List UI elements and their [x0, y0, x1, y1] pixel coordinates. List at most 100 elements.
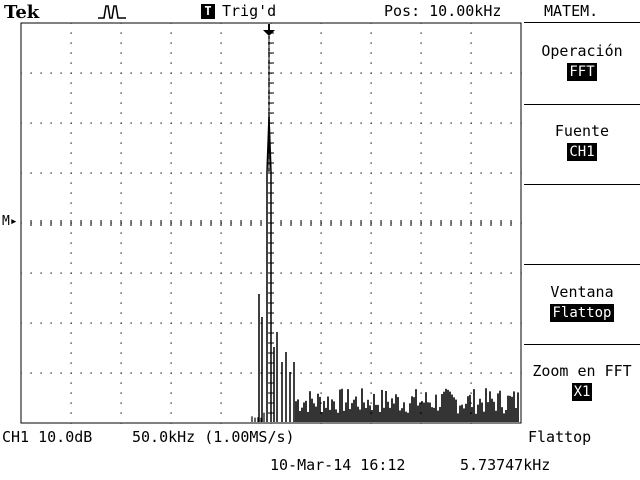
grid-dot — [120, 252, 122, 254]
grid-dot — [480, 322, 482, 324]
grid-dot — [350, 172, 352, 174]
grid-dot — [220, 212, 222, 214]
grid-dot — [120, 202, 122, 204]
grid-dot — [470, 332, 472, 334]
grid-dot — [70, 412, 72, 414]
grid-dot — [70, 242, 72, 244]
grid-dot — [80, 172, 82, 174]
grid-dot — [240, 322, 242, 324]
grid-dot — [420, 82, 422, 84]
grid-dot — [500, 372, 502, 374]
grid-dot — [70, 172, 72, 174]
grid-dot — [170, 202, 172, 204]
menu-item-fuente[interactable]: Fuente CH1 — [524, 122, 640, 161]
grid-dot — [70, 302, 72, 304]
grid-dot — [170, 372, 172, 374]
acquisition-pulse-icon — [98, 5, 126, 19]
horizontal-position: Pos: 10.00kHz — [384, 2, 502, 20]
grid-dot — [250, 122, 252, 124]
grid-dot — [30, 272, 32, 274]
grid-dot — [60, 322, 62, 324]
grid-dot — [340, 372, 342, 374]
grid-dot — [220, 422, 222, 424]
grid-dot — [100, 372, 102, 374]
grid-dot — [370, 102, 372, 104]
grid-dot — [470, 422, 472, 424]
grid-dot — [120, 302, 122, 304]
grid-dot — [280, 72, 282, 74]
grid-dot — [420, 122, 422, 124]
grid-dot — [310, 172, 312, 174]
grid-dot — [170, 92, 172, 94]
grid-dot — [170, 322, 172, 324]
grid-dot — [370, 242, 372, 244]
grid-dot — [120, 412, 122, 414]
grid-dot — [170, 402, 172, 404]
grid-dot — [300, 172, 302, 174]
grid-dot — [70, 292, 72, 294]
grid-dot — [370, 352, 372, 354]
grid-dot — [170, 172, 172, 174]
grid-dot — [120, 422, 122, 424]
grid-dot — [170, 412, 172, 414]
grid-dot — [300, 272, 302, 274]
grid-dot — [370, 152, 372, 154]
grid-dot — [200, 322, 202, 324]
grid-dot — [410, 272, 412, 274]
grid-dot — [120, 82, 122, 84]
trigger-badge-icon: T — [201, 4, 215, 19]
grid-dot — [370, 342, 372, 344]
grid-dot — [20, 272, 22, 274]
grid-dot — [470, 242, 472, 244]
grid-dot — [170, 302, 172, 304]
grid-dot — [320, 182, 322, 184]
grid-dot — [490, 72, 492, 74]
grid-dot — [460, 122, 462, 124]
grid-dot — [320, 112, 322, 114]
menu-title: MATEM. — [544, 2, 599, 20]
grid-dot — [290, 272, 292, 274]
grid-dot — [510, 272, 512, 274]
grid-dot — [280, 122, 282, 124]
grid-dot — [220, 122, 222, 124]
grid-dot — [470, 312, 472, 314]
grid-dot — [470, 282, 472, 284]
grid-dot — [470, 362, 472, 364]
grid-dot — [340, 72, 342, 74]
grid-dot — [300, 322, 302, 324]
grid-dot — [440, 272, 442, 274]
grid-dot — [320, 22, 322, 24]
grid-dot — [310, 272, 312, 274]
grid-dot — [510, 322, 512, 324]
menu-item-value: X1 — [571, 383, 593, 401]
menu-item-zoom-fft[interactable]: Zoom en FFT X1 — [524, 362, 640, 401]
grid-dot — [160, 322, 162, 324]
grid-dot — [40, 172, 42, 174]
grid-dot — [320, 282, 322, 284]
grid-dot — [200, 372, 202, 374]
grid-dot — [170, 312, 172, 314]
grid-dot — [230, 322, 232, 324]
grid-dot — [430, 322, 432, 324]
grid-dot — [370, 132, 372, 134]
grid-dot — [60, 372, 62, 374]
grid-dot — [400, 122, 402, 124]
menu-item-operacion[interactable]: Operación FFT — [524, 42, 640, 81]
grid-dot — [170, 152, 172, 154]
grid-dot — [410, 172, 412, 174]
grid-dot — [220, 52, 222, 54]
grid-dot — [420, 272, 422, 274]
measured-frequency: 5.73747kHz — [460, 456, 551, 474]
grid-dot — [70, 332, 72, 334]
menu-item-ventana[interactable]: Ventana Flattop — [524, 283, 640, 322]
grid-dot — [210, 72, 212, 74]
grid-dot — [40, 122, 42, 124]
grid-dot — [300, 72, 302, 74]
grid-dot — [220, 92, 222, 94]
grid-dot — [220, 312, 222, 314]
grid-dot — [110, 172, 112, 174]
grid-dot — [320, 302, 322, 304]
grid-dot — [450, 172, 452, 174]
grid-dot — [150, 122, 152, 124]
grid-dot — [260, 322, 262, 324]
